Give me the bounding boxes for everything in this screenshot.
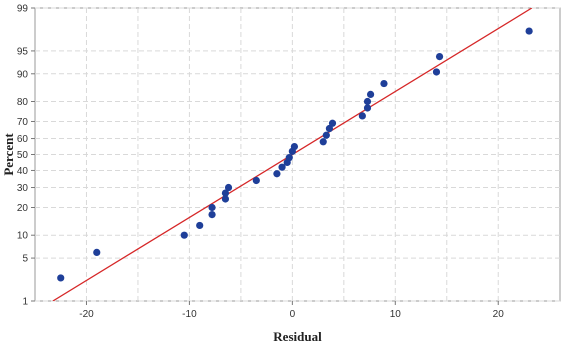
x-axis-title: Residual [273,329,322,344]
y-tick-label: 95 [17,46,29,57]
data-point [285,154,293,162]
data-point [325,124,334,133]
x-tick-label: -20 [79,309,94,320]
y-tick-label: 1 [22,297,28,308]
data-points [57,27,533,282]
x-tick-label: 10 [390,309,402,320]
x-tick-label: 0 [290,309,296,320]
data-point [224,183,233,192]
y-tick-label: 30 [17,183,29,194]
data-point [432,68,441,76]
data-point [252,176,260,185]
y-tick-label: 80 [17,97,29,108]
data-point [322,131,330,139]
x-axis-ticks: -20 -10 0 10 20 [79,301,504,320]
data-point [93,248,101,257]
data-point [525,27,533,35]
y-tick-label: 99 [17,4,29,15]
data-point [208,203,216,212]
data-point [208,210,216,219]
y-tick-label: 50 [17,150,29,161]
y-tick-label: 70 [17,117,29,128]
y-axis-title: Percent [1,133,16,176]
data-point [221,189,230,197]
data-point [278,163,286,171]
y-tick-label: 20 [17,203,29,214]
data-point [363,97,372,106]
data-point [380,79,388,88]
data-point [328,119,337,127]
data-point [290,142,299,151]
data-point [358,112,366,120]
data-point [57,274,65,282]
plot-area [34,7,561,302]
data-point [273,170,281,178]
y-tick-label: 5 [22,254,28,265]
plot-frame [34,7,561,302]
x-tick-label: 20 [493,309,505,320]
y-tick-label: 40 [17,166,29,177]
data-point [366,90,375,99]
data-point [180,231,188,239]
data-point [319,138,327,146]
x-tick-label: -10 [182,309,197,320]
data-point [221,195,230,203]
data-point [196,221,204,230]
data-point [363,104,372,112]
y-tick-label: 90 [17,69,29,80]
data-point [435,52,444,61]
y-tick-label: 60 [17,134,29,145]
y-axis-ticks: 1 5 10 20 30 40 50 60 70 80 90 95 99 [17,4,35,308]
y-tick-label: 10 [17,231,29,242]
